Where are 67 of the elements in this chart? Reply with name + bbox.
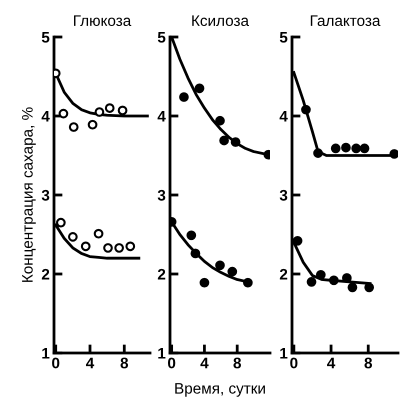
chart-title: Галактоза — [310, 15, 380, 26]
point — [215, 260, 225, 270]
point — [292, 236, 302, 246]
point — [103, 243, 113, 253]
y-tick-label: 1 — [42, 348, 50, 359]
point — [194, 84, 204, 94]
point — [179, 92, 189, 102]
y-tick-label: 2 — [42, 268, 50, 280]
point — [348, 282, 358, 292]
y-tick-label: 3 — [280, 190, 288, 201]
chart-title: Глюкоза — [74, 15, 132, 26]
x-tick-label: 8 — [233, 358, 241, 368]
point — [328, 275, 339, 286]
point — [118, 106, 128, 116]
x-tick-label: 4 — [327, 358, 336, 368]
x-tick-label: 4 — [200, 358, 209, 368]
y-tick-label: 5 — [158, 32, 166, 43]
y-tick-label: 4 — [280, 111, 288, 122]
point — [351, 144, 362, 154]
point — [364, 282, 374, 292]
point — [219, 136, 229, 146]
point — [243, 278, 253, 288]
point — [301, 104, 311, 115]
point — [88, 120, 98, 130]
point — [342, 273, 352, 283]
point — [389, 149, 398, 159]
point — [114, 243, 124, 253]
point — [56, 218, 66, 228]
point — [94, 107, 104, 117]
x-tick-label: 0 — [52, 358, 60, 368]
y-tick-label: 3 — [158, 190, 166, 201]
y-tick-label: 2 — [280, 268, 288, 280]
point — [200, 278, 210, 288]
point — [186, 230, 196, 240]
y-tick-label: 3 — [42, 190, 50, 201]
point — [125, 242, 136, 252]
point — [58, 108, 68, 118]
point — [316, 270, 326, 280]
y-tick-label: 1 — [280, 348, 288, 359]
x-tick-label: 4 — [86, 358, 94, 368]
point — [306, 277, 316, 287]
y-tick-label: 4 — [42, 111, 50, 122]
point — [227, 266, 238, 276]
x-axis-title: Время, сутки — [175, 383, 265, 397]
point — [94, 228, 104, 239]
point — [341, 142, 351, 152]
y-tick-label: 1 — [158, 348, 166, 359]
x-tick-label: 8 — [364, 358, 372, 368]
y-axis-title: Концентрация сахара, % — [22, 107, 36, 282]
point — [230, 137, 240, 147]
point — [68, 122, 79, 132]
point — [360, 144, 370, 154]
point — [313, 148, 323, 158]
point — [68, 232, 78, 242]
y-tick-label: 5 — [42, 32, 50, 43]
chart-title: Ксилоза — [192, 15, 249, 26]
y-tick-label: 5 — [280, 32, 288, 43]
point — [104, 103, 115, 113]
point — [330, 144, 341, 154]
point — [190, 248, 200, 258]
point — [215, 116, 225, 126]
x-tick-label: 0 — [290, 358, 298, 368]
x-tick-label: 0 — [168, 358, 176, 368]
x-tick-label: 8 — [120, 358, 128, 368]
y-tick-label: 2 — [158, 268, 166, 280]
y-tick-label: 4 — [158, 111, 166, 122]
point — [80, 242, 91, 252]
